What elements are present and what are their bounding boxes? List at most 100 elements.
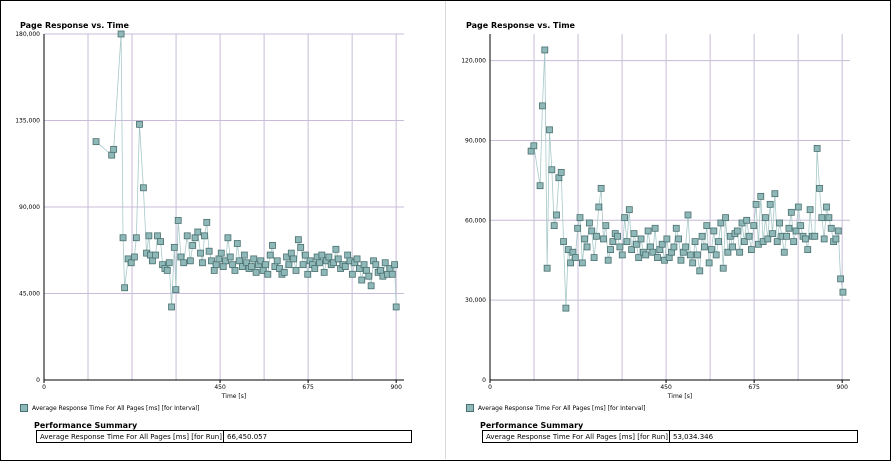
data-point [541,46,549,54]
data-point [224,234,232,242]
data-point [139,184,147,192]
data-point [801,235,809,243]
y-tick-label: 90,000 [19,204,40,211]
scatter-chart-left: 0 45,000 90,000 135,000 180,000 0 450 675 900 Tim… [15,30,404,400]
summary-table: Average Response Time For All Pages [ms]… [36,430,412,443]
data-point [590,254,598,261]
data-point [677,256,685,264]
data-point [311,265,319,272]
summary-label: Average Response Time For All Pages [ms]… [483,431,670,442]
data-point [203,218,211,226]
data-point [562,304,570,312]
data-point [197,249,204,257]
data-point [698,232,706,240]
data-point [816,184,823,192]
data-point [578,259,586,267]
data-point [708,246,715,253]
data-point [762,214,769,222]
data-point [539,102,546,110]
data-point [827,224,835,232]
data-point [212,261,220,269]
data-point [183,232,191,240]
y-tick-label: 30,000 [465,297,486,304]
data-point [231,267,239,274]
summary-title: Performance Summary [34,421,138,430]
data-point [358,276,366,284]
chart-panel-right: Page Response vs. Time 0 30,000 60,000 90,0… [446,0,891,461]
data-point [304,270,312,278]
data-point [745,232,753,240]
data-point [632,240,640,248]
data-point [813,145,821,152]
data-point [823,203,830,211]
data-point [168,303,175,311]
data-point [595,203,603,211]
data-point [588,227,596,235]
data-point [186,257,194,265]
data-point [174,217,182,224]
data-point [811,232,819,240]
x-tick-label: 900 [836,384,848,391]
data-point [318,251,326,259]
data-point [750,222,758,230]
data-point [292,267,300,274]
data-point [553,211,560,219]
x-axis-label: Time [s] [221,393,246,400]
data-point [257,257,265,265]
data-point [585,219,593,227]
data-point [110,145,118,153]
data-point [625,206,633,214]
data-point [546,126,553,134]
data-point [233,240,241,247]
data-point [642,251,650,259]
panel-divider [445,1,446,459]
data-point [301,251,309,259]
data-point [722,214,729,222]
data-point [108,151,116,159]
data-point [604,256,612,264]
data-point [574,224,582,232]
data-point [717,219,725,227]
data-point [372,261,380,269]
summary-value: 66,450.057 [227,432,268,441]
data-point [172,286,180,294]
summary-title: Performance Summary [480,421,584,430]
legend-swatch-icon [466,404,474,412]
data-point [733,227,741,235]
data-point [238,263,246,270]
data-point [783,232,791,240]
data-point [790,238,798,246]
data-point [740,238,748,246]
data-point [797,222,805,230]
data-point [285,261,293,269]
data-point [208,257,215,265]
data-point [550,222,558,230]
data-point [696,267,704,275]
data-point [391,261,399,269]
data-point [769,230,776,238]
data-point [743,216,751,224]
data-point [792,227,800,235]
data-point [365,272,373,280]
x-tick-label: 0 [488,384,492,391]
data-point [658,240,666,248]
data-point [392,303,400,311]
data-point [316,259,323,267]
legend: Average Response Time For All Pages [ms]… [466,404,645,412]
data-point [771,190,779,198]
data-point [557,168,565,176]
y-tick-label: 60,000 [465,217,486,224]
data-point [654,254,661,261]
data-point [165,259,173,267]
data-point [682,243,690,251]
x-tick-label: 900 [390,384,402,391]
data-point [806,206,814,214]
legend-label: Average Response Time For All Pages [ms]… [478,404,646,412]
data-point [330,259,337,267]
data-point [837,275,845,283]
data-point [290,255,298,263]
data-point [355,265,363,272]
data-point [273,257,281,265]
data-point [325,253,333,261]
chart-title: Page Response vs. Time [20,21,129,30]
